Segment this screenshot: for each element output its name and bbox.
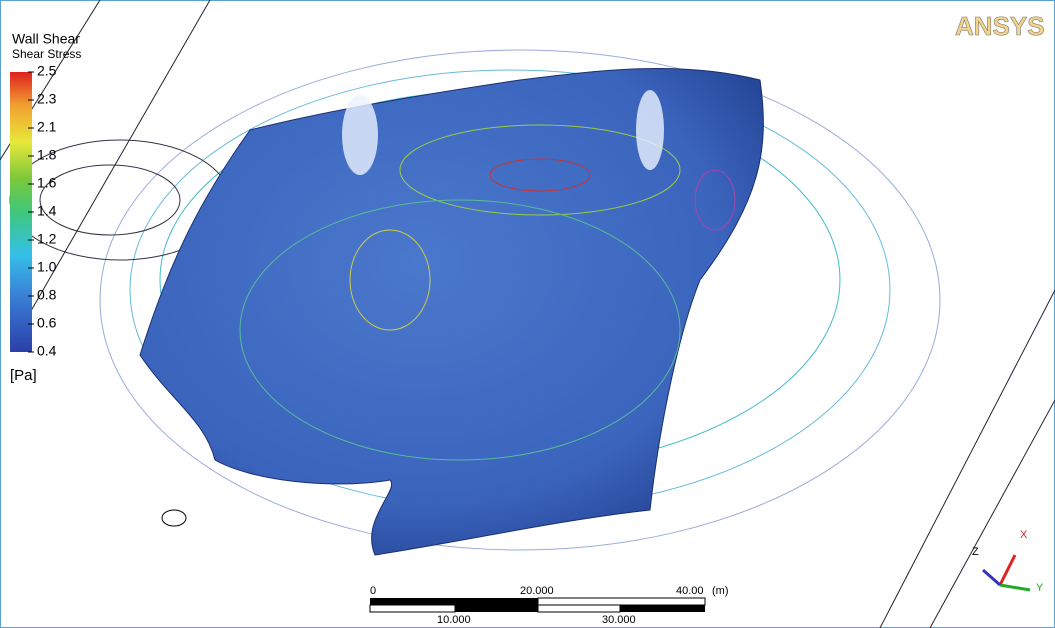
tick-label: 0.8 bbox=[37, 287, 57, 303]
page: Wall Shear Shear Stress 2.5 2.3 2.1 1.8 1.6 1… bbox=[0, 0, 1055, 628]
scale-label: 40.00 bbox=[676, 585, 704, 597]
tick-label: 2.5 bbox=[37, 63, 57, 79]
scale-segment bbox=[538, 605, 620, 612]
viewport: Wall Shear Shear Stress 2.5 2.3 2.1 1.8 1.6 1… bbox=[0, 0, 1055, 628]
legend-title: Wall Shear bbox=[12, 31, 80, 47]
tick-label: 0.4 bbox=[37, 343, 57, 359]
tick-label: 1.0 bbox=[37, 259, 57, 275]
tick-label: 1.4 bbox=[37, 203, 57, 219]
scale-label: 0 bbox=[370, 585, 376, 597]
axis-label: Z bbox=[972, 546, 979, 558]
highlight bbox=[636, 90, 664, 170]
axis-label: Y bbox=[1036, 582, 1044, 594]
scale-segment bbox=[370, 605, 455, 612]
scale-label: 30.000 bbox=[602, 614, 636, 626]
scale-segment bbox=[455, 605, 538, 612]
scale-segment bbox=[370, 598, 538, 605]
highlight bbox=[342, 95, 378, 175]
tick-label: 1.8 bbox=[37, 147, 57, 163]
tick-label: 0.6 bbox=[37, 315, 57, 331]
legend-unit: [Pa] bbox=[10, 367, 37, 384]
tick-label: 2.1 bbox=[37, 119, 57, 135]
scale-segment bbox=[538, 598, 705, 605]
tick-label: 1.2 bbox=[37, 231, 57, 247]
scale-unit: (m) bbox=[712, 585, 729, 597]
axis-label: X bbox=[1020, 529, 1028, 541]
logo: ANSYS bbox=[955, 11, 1045, 41]
scale-segment bbox=[620, 605, 705, 612]
legend-subtitle: Shear Stress bbox=[12, 47, 81, 61]
tick-label: 1.6 bbox=[37, 175, 57, 191]
tick-label: 2.3 bbox=[37, 91, 57, 107]
scale-label: 20.000 bbox=[520, 585, 554, 597]
scale-label: 10.000 bbox=[437, 614, 471, 626]
